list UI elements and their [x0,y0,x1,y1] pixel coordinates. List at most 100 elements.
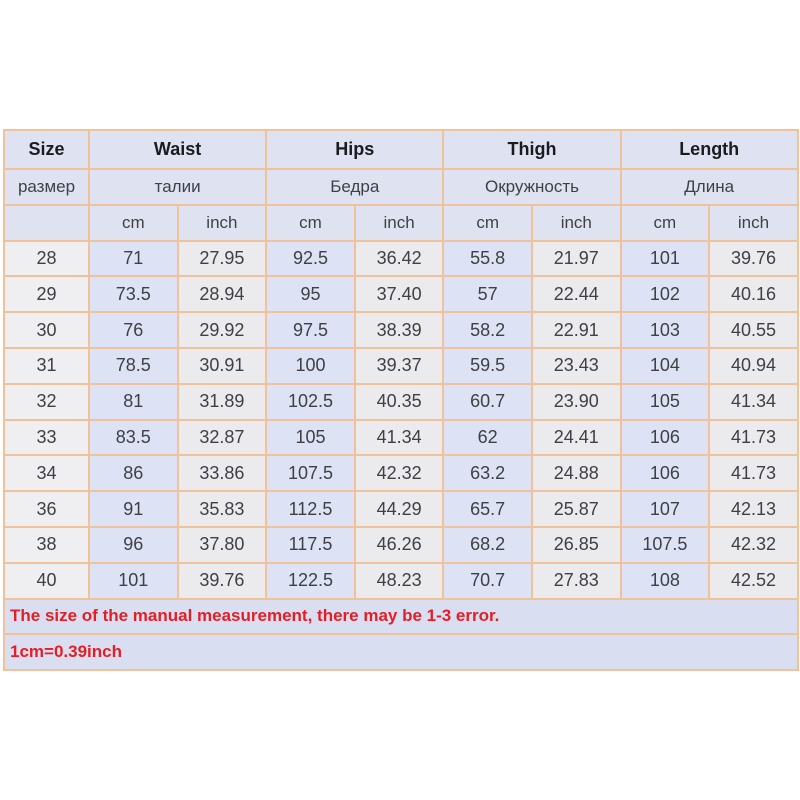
col-header-length: Length [619,129,799,170]
cell-waist-cm: 91 [88,490,179,528]
cell-thigh-inch: 24.41 [530,418,622,457]
cell-length-inch: 42.52 [708,561,799,600]
col-header-size-ru: размер [3,168,90,206]
cell-waist-inch: 30.91 [176,346,268,385]
unit-header-cm: cm [619,203,711,242]
table-row: 36 91 35.83 112.5 44.29 65.7 25.87 107 4… [3,490,799,528]
size-chart-table: Size Waist Hips Thigh Length размер тали… [3,129,799,672]
cell-waist-cm: 101 [88,561,179,600]
cell-thigh-inch: 27.83 [530,561,622,600]
cell-hips-inch: 44.29 [353,490,445,528]
cell-waist-inch: 35.83 [176,490,268,528]
cell-length-cm: 108 [619,561,711,600]
col-header-waist: Waist [87,129,268,170]
cell-length-inch: 40.16 [708,275,799,314]
cell-size: 28 [3,239,90,278]
unit-header-inch: inch [530,203,622,242]
table-row: 33 83.5 32.87 105 41.34 62 24.41 106 41.… [3,418,799,457]
cell-hips-cm: 102.5 [265,382,356,421]
cell-thigh-cm: 62 [442,418,533,457]
cell-length-cm: 106 [619,418,711,457]
cell-thigh-inch: 24.88 [530,454,622,493]
cell-length-inch: 42.13 [708,490,799,528]
cell-waist-cm: 83.5 [88,418,179,457]
measurement-error-note: The size of the manual measurement, ther… [3,597,799,636]
cell-waist-cm: 86 [88,454,179,493]
cell-length-cm: 106 [619,454,711,493]
cell-size: 29 [3,275,90,314]
cell-waist-inch: 28.94 [176,275,268,314]
cell-hips-cm: 122.5 [265,561,356,600]
col-header-waist-ru: талии [87,168,268,206]
cell-waist-cm: 71 [88,239,179,278]
cell-waist-inch: 31.89 [176,382,268,421]
col-header-thigh-ru: Окружность [442,168,622,206]
cell-size: 34 [3,454,90,493]
cell-waist-inch: 29.92 [176,311,268,349]
cell-length-cm: 103 [619,311,711,349]
note-row: 1cm=0.39inch [3,633,799,672]
cell-thigh-cm: 70.7 [442,561,533,600]
cell-hips-inch: 41.34 [353,418,445,457]
cell-waist-cm: 96 [88,525,179,564]
cell-hips-cm: 107.5 [265,454,356,493]
cell-length-inch: 39.76 [708,239,799,278]
cell-length-cm: 104 [619,346,711,385]
cell-hips-cm: 97.5 [265,311,356,349]
cell-hips-cm: 95 [265,275,356,314]
table-row: 31 78.5 30.91 100 39.37 59.5 23.43 104 4… [3,346,799,385]
cell-size: 40 [3,561,90,600]
cell-hips-inch: 38.39 [353,311,445,349]
unit-header-inch: inch [176,203,268,242]
cell-hips-cm: 100 [265,346,356,385]
note-row: The size of the manual measurement, ther… [3,597,799,636]
cell-thigh-inch: 25.87 [530,490,622,528]
cell-hips-inch: 40.35 [353,382,445,421]
cell-thigh-inch: 23.90 [530,382,622,421]
cell-hips-cm: 112.5 [265,490,356,528]
cell-thigh-cm: 59.5 [442,346,533,385]
col-header-thigh: Thigh [442,129,622,170]
cell-size: 30 [3,311,90,349]
cell-length-inch: 41.73 [708,418,799,457]
cell-waist-inch: 27.95 [176,239,268,278]
cell-thigh-inch: 26.85 [530,525,622,564]
cell-waist-inch: 39.76 [176,561,268,600]
cell-waist-cm: 76 [88,311,179,349]
cell-waist-inch: 33.86 [176,454,268,493]
cell-hips-cm: 105 [265,418,356,457]
cell-size: 33 [3,418,90,457]
cell-hips-inch: 46.26 [353,525,445,564]
table-row: 29 73.5 28.94 95 37.40 57 22.44 102 40.1… [3,275,799,314]
cell-waist-inch: 37.80 [176,525,268,564]
cell-thigh-cm: 57 [442,275,533,314]
header-row-en: Size Waist Hips Thigh Length [3,129,799,170]
header-row-units: cm inch cm inch cm inch cm inch [3,203,799,242]
cell-thigh-cm: 60.7 [442,382,533,421]
cell-length-inch: 41.34 [708,382,799,421]
unit-header-cm: cm [442,203,533,242]
table-row: 30 76 29.92 97.5 38.39 58.2 22.91 103 40… [3,311,799,349]
cell-waist-cm: 73.5 [88,275,179,314]
table-row: 34 86 33.86 107.5 42.32 63.2 24.88 106 4… [3,454,799,493]
cell-thigh-inch: 23.43 [530,346,622,385]
cell-length-inch: 41.73 [708,454,799,493]
cell-waist-cm: 78.5 [88,346,179,385]
cell-length-inch: 42.32 [708,525,799,564]
cell-hips-cm: 117.5 [265,525,356,564]
unit-header-inch: inch [708,203,799,242]
cell-length-cm: 102 [619,275,711,314]
cm-inch-conversion-note: 1cm=0.39inch [3,633,799,672]
cell-size: 32 [3,382,90,421]
cell-thigh-cm: 55.8 [442,239,533,278]
cell-hips-inch: 48.23 [353,561,445,600]
cell-hips-inch: 36.42 [353,239,445,278]
col-header-hips: Hips [265,129,445,170]
cell-size: 31 [3,346,90,385]
table-row: 28 71 27.95 92.5 36.42 55.8 21.97 101 39… [3,239,799,278]
unit-header-inch: inch [353,203,445,242]
cell-length-cm: 105 [619,382,711,421]
unit-header-cm: cm [88,203,179,242]
cell-thigh-cm: 63.2 [442,454,533,493]
